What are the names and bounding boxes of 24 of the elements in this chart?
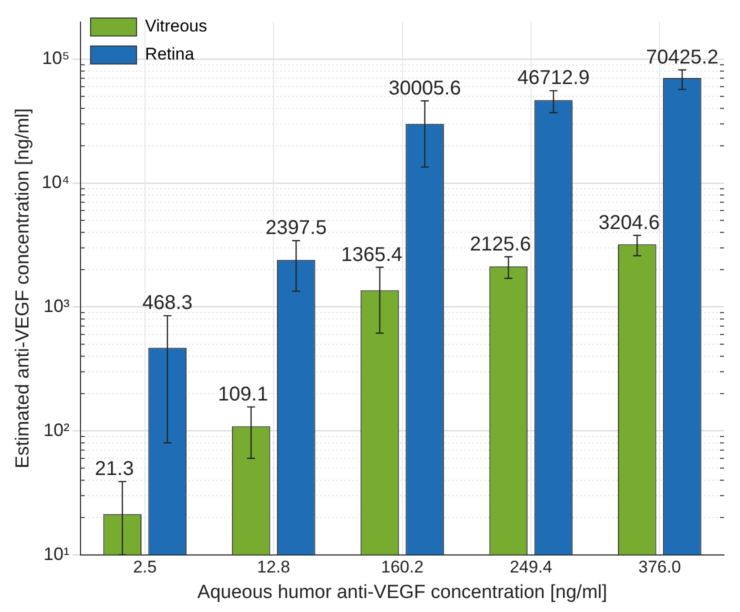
y-tick-label: 10³: [44, 296, 70, 316]
data-label: 3204.6: [598, 212, 660, 234]
x-tick-label: 376.0: [638, 558, 681, 577]
x-tick-label: 249.4: [510, 558, 552, 577]
y-axis-title: Estimated anti-VEGF concentration [ng/ml]: [12, 108, 34, 468]
legend-label: Retina: [145, 44, 195, 64]
data-label: 109.1: [218, 383, 268, 406]
legend-label: Vitreous: [145, 16, 208, 36]
data-label: 468.3: [142, 292, 192, 314]
y-tick-label: 10⁵: [42, 48, 70, 68]
x-tick-label: 160.2: [381, 558, 424, 577]
data-label: 1365.4: [341, 244, 402, 266]
data-label: 21.3: [94, 458, 134, 480]
x-tick-label: 12.8: [257, 558, 290, 577]
data-label: 2397.5: [266, 217, 327, 240]
y-tick-label: 10¹: [44, 544, 70, 564]
data-label: 2125.6: [470, 233, 532, 256]
x-tick-label: 2.5: [133, 558, 157, 577]
y-tick-label: 10²: [44, 420, 70, 440]
data-label: 30005.6: [388, 77, 461, 100]
data-label: 46712.9: [517, 67, 590, 90]
data-label: 70425.2: [646, 46, 718, 68]
x-axis-title: Aqueous humor anti-VEGF concentration [ng/ml]: [197, 582, 608, 603]
y-tick-label: 10⁴: [42, 172, 70, 192]
